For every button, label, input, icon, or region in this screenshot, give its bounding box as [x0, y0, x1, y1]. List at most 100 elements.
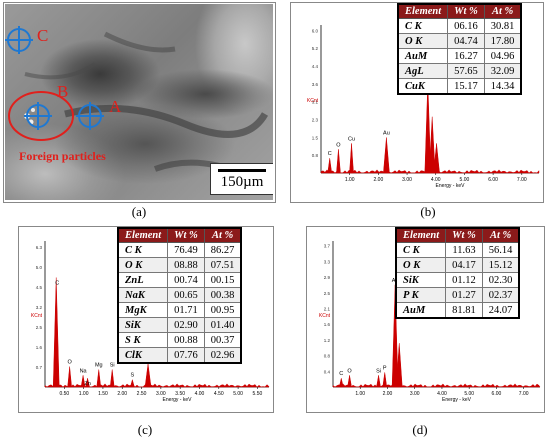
element-cell: SiK: [117, 317, 169, 333]
caption-b: (b): [420, 204, 436, 219]
wt-cell: 00.88: [167, 332, 205, 348]
eds-table-c: Element Wt % At % C K 76.49 86.27 O K 08.88 07.5…: [117, 227, 243, 364]
x-tick-label: 4.50: [214, 391, 224, 397]
at-cell: 86.27: [203, 242, 242, 258]
spectrum-b: 6.0 5.2 4.4 3.6 3.1 2.3 1.5 0.8 KCnt 1.00 2.00 3.00…: [307, 25, 540, 189]
at-cell: 14.34: [483, 78, 522, 95]
y-tick-label: 0.7: [36, 365, 43, 370]
y-tick-label: 5.0: [36, 265, 43, 270]
sem-image-frame: C B A Foreign particles 150µm: [3, 2, 276, 203]
table-header-0: Element: [395, 227, 447, 243]
element-cell: S K: [117, 332, 169, 348]
table-row: NaK 00.65 00.38: [117, 287, 242, 303]
element-cell: C K: [397, 18, 449, 34]
spectrum-peak: [67, 366, 72, 388]
point-label-b: B: [57, 82, 69, 101]
sem-overlay: [5, 26, 269, 177]
spectrum-peak: [130, 378, 135, 388]
at-cell: 56.14: [481, 242, 520, 258]
spectrum-peak: [52, 277, 60, 388]
table-header-0: Element: [397, 3, 449, 19]
y-tick-label: 2.5: [36, 325, 43, 330]
table-row: AgL 57.65 32.09: [397, 63, 522, 79]
element-cell: C K: [395, 242, 447, 258]
wt-cell: 01.12: [445, 272, 483, 288]
caption-a: (a): [131, 204, 147, 219]
y-tick-label: 3.3: [324, 259, 331, 264]
spectrum-d: 3.7 3.3 2.9 2.5 2.1 1.6 1.2 0.8 0.4 KCnt 1.00 2.00 3…: [319, 241, 541, 403]
spectrum-peak: [376, 375, 381, 388]
x-tick-label: 7.00: [517, 177, 527, 183]
element-cell: O K: [117, 257, 169, 273]
panel-c: 6.3 5.0 4.5 3.2 2.5 1.6 0.7 KCnt 0.50 1.00 1.50 2.0…: [0, 226, 278, 442]
panel-b: 6.0 5.2 4.4 3.6 3.1 2.3 1.5 0.8 KCnt 1.00 2.00 3.00…: [290, 0, 550, 222]
y-unit-label: KCnt: [307, 98, 319, 104]
peak-label: Cu: [348, 136, 355, 142]
y-tick-label: 5.2: [312, 46, 319, 51]
point-label-c: C: [37, 26, 49, 45]
peak-label: S: [131, 373, 135, 379]
wt-cell: 16.27: [447, 48, 485, 64]
table-row: O K 04.17 15.12: [395, 257, 520, 273]
element-cell: C K: [117, 242, 169, 258]
spectrum-peak: [80, 375, 86, 388]
panel-d: 3.7 3.3 2.9 2.5 2.1 1.6 1.2 0.8 0.4 KCnt 1.00 2.00 3…: [290, 226, 550, 442]
wt-cell: 02.90: [167, 317, 205, 333]
element-cell: MgK: [117, 302, 169, 318]
y-tick-label: 4.5: [36, 285, 43, 290]
spectrum-c-frame: 6.3 5.0 4.5 3.2 2.5 1.6 0.7 KCnt 0.50 1.00 1.50 2.0…: [18, 226, 274, 413]
x-tick-label: 3.00: [410, 391, 420, 397]
table-header-2: At %: [483, 3, 522, 19]
x-tick-label: 4.00: [431, 177, 441, 183]
x-tick-label: 7.00: [519, 391, 529, 397]
peak-label: Mg: [95, 362, 103, 368]
x-tick-label: 1.50: [98, 391, 108, 397]
table-row: ZnL 00.74 00.15: [117, 272, 242, 288]
y-tick-label: 1.6: [324, 322, 331, 327]
x-tick-label: 6.00: [492, 391, 502, 397]
y-unit-label: KCnt: [319, 313, 331, 319]
at-cell: 17.80: [483, 33, 522, 49]
at-cell: 15.12: [481, 257, 520, 273]
element-cell: SiK: [395, 272, 447, 288]
y-tick-label: 0.8: [312, 153, 319, 158]
at-cell: 00.95: [203, 302, 242, 318]
wt-cell: 81.81: [445, 302, 483, 319]
y-tick-label: 2.1: [324, 307, 331, 312]
spectrum-peak: [395, 343, 403, 388]
table-row: AuM 16.27 04.96: [397, 48, 522, 64]
x-tick-label: 2.00: [117, 391, 127, 397]
x-tick-label: 3.50: [175, 391, 185, 397]
at-cell: 30.81: [483, 18, 522, 34]
spectrum-peak: [85, 378, 90, 388]
x-tick-label: 5.00: [460, 177, 470, 183]
y-tick-label: 4.4: [312, 64, 319, 69]
y-unit-label: KCnt: [31, 313, 43, 319]
element-cell: AuM: [397, 48, 449, 64]
panel-a: C B A Foreign particles 150µm (a): [0, 0, 278, 222]
x-tick-label: 5.00: [464, 391, 474, 397]
spectrum-peak: [327, 158, 333, 174]
table-row: SiK 01.12 02.30: [395, 272, 520, 288]
table-header-1: Wt %: [447, 3, 485, 19]
spectrum-peak: [338, 378, 344, 388]
y-tick-label: 0.8: [324, 354, 331, 359]
crosshair-c-icon: [5, 26, 33, 54]
scale-bar-line: [218, 169, 266, 172]
x-axis-label: Energy - keV: [442, 397, 472, 403]
wt-cell: 01.71: [167, 302, 205, 318]
sem-image: C B A Foreign particles 150µm: [5, 4, 273, 200]
element-cell: O K: [397, 33, 449, 49]
x-tick-label: 1.00: [345, 177, 355, 183]
table-row: C K 76.49 86.27: [117, 242, 242, 258]
wt-cell: 15.17: [447, 78, 485, 95]
y-tick-label: 1.5: [312, 135, 319, 140]
x-axis-label: Energy - keV: [436, 183, 466, 189]
wt-cell: 11.63: [445, 242, 483, 258]
table-row: SiK 02.90 01.40: [117, 317, 242, 333]
table-header-1: Wt %: [167, 227, 205, 243]
table-row: ClK 07.76 02.96: [117, 347, 242, 364]
peak-label: Zn: [84, 381, 90, 387]
foreign-particle-ellipse: [8, 91, 74, 141]
table-header-0: Element: [117, 227, 169, 243]
